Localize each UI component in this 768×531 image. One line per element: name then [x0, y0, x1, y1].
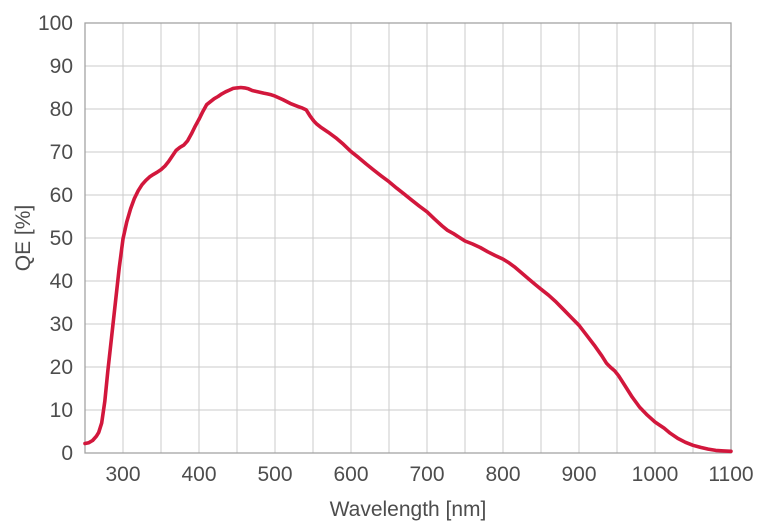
y-tick-label: 80 — [50, 98, 73, 121]
x-tick-label: 600 — [333, 463, 368, 486]
x-tick-label: 900 — [561, 463, 596, 486]
y-axis-title: QE [%] — [12, 205, 35, 272]
series-layer — [83, 85, 733, 454]
y-tick-label: 30 — [50, 313, 73, 336]
plot-frame — [84, 22, 732, 454]
y-tick-label: 50 — [50, 227, 73, 250]
tick-layer: 300 400 500 600 700 800 900 1000 1100 0 10 20 30 40 50… — [38, 12, 754, 486]
x-tick-label: 400 — [181, 463, 216, 486]
y-tick-label: 40 — [50, 270, 73, 293]
x-tick-label: 1100 — [708, 463, 753, 486]
x-tick-label: 1000 — [632, 463, 679, 486]
y-tick-label: 100 — [38, 12, 73, 35]
x-tick-label: 700 — [409, 463, 444, 486]
y-tick-label: 20 — [50, 356, 73, 379]
y-tick-label: 60 — [50, 184, 73, 207]
qe-curve — [83, 85, 733, 454]
x-tick-label: 300 — [105, 463, 140, 486]
x-axis-title: Wavelength [nm] — [330, 498, 487, 521]
y-tick-label: 90 — [50, 55, 73, 78]
x-tick-label: 800 — [485, 463, 520, 486]
y-tick-label: 70 — [50, 141, 73, 164]
y-tick-label: 10 — [50, 399, 73, 422]
x-tick-label: 500 — [257, 463, 292, 486]
y-tick-label: 0 — [61, 442, 73, 465]
grid-layer — [85, 23, 731, 453]
